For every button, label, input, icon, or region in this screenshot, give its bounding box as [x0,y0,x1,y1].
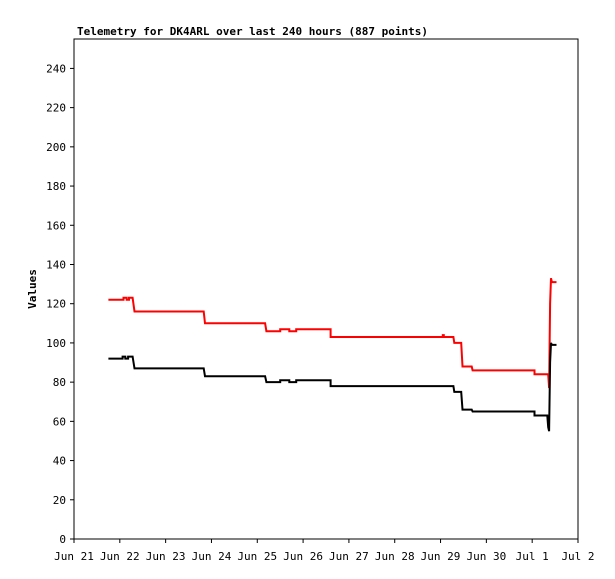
series-layer [108,277,557,432]
y-tick-label: 160 [46,219,66,232]
x-tick-label: Jun 23 [146,550,186,563]
x-tick-label: Jun 21 [54,550,94,563]
x-tick-label: Jun 25 [237,550,277,563]
y-tick-label: 40 [53,455,66,468]
y-axis: 0 20 40 60 80 100 120 140 160 180 200 220 240 [46,62,74,546]
x-tick-label: Jun 30 [466,550,506,563]
x-tick-label: Jul 2 [561,550,594,563]
series-line-red [108,277,557,389]
chart-title: Telemetry for DK4ARL over last 240 hours… [77,25,428,38]
x-tick-label: Jun 24 [192,550,232,563]
y-tick-label: 180 [46,180,66,193]
x-axis: Jun 21 Jun 22 Jun 23 Jun 24 Jun 25 Jun 26 Jun … [54,539,595,563]
y-tick-label: 220 [46,102,66,115]
x-tick-label: Jun 29 [421,550,461,563]
x-tick-label: Jun 28 [375,550,415,563]
y-tick-label: 0 [59,533,66,546]
plot-frame [73,38,579,540]
x-tick-label: Jun 27 [329,550,369,563]
y-tick-label: 60 [53,415,66,428]
y-tick-label: 200 [46,141,66,154]
y-tick-label: 120 [46,298,66,311]
x-tick-label: Jul 1 [516,550,549,563]
series-line-black [108,342,557,432]
y-tick-label: 80 [53,376,66,389]
x-tick-label: Jun 26 [283,550,323,563]
y-tick-label: 240 [46,62,66,75]
y-tick-label: 100 [46,337,66,350]
y-axis-label: Values [26,269,39,309]
y-tick-label: 20 [53,494,66,507]
y-tick-label: 140 [46,258,66,271]
x-tick-label: Jun 22 [100,550,140,563]
